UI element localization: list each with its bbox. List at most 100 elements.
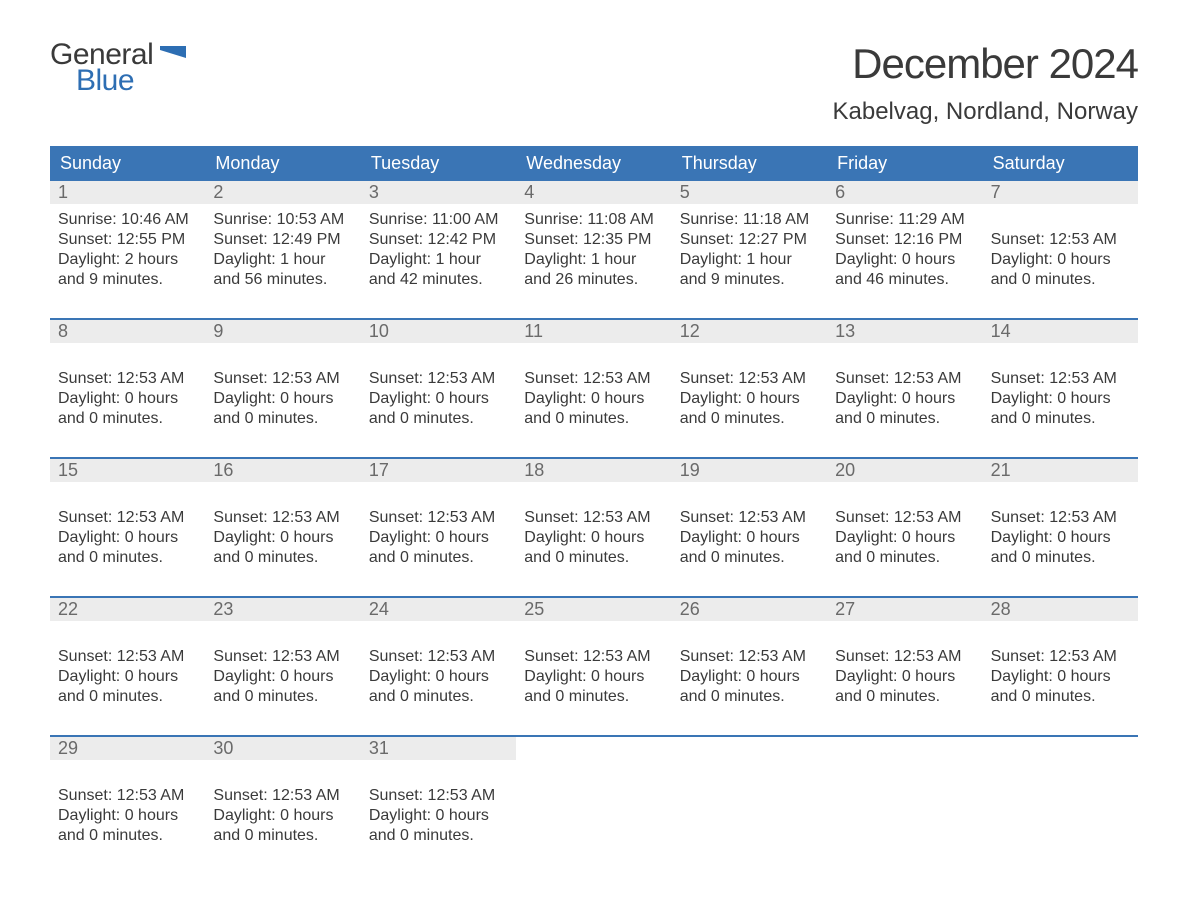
day-info-line: Daylight: 0 hours and 0 minutes.: [369, 667, 508, 707]
day-number: 25: [516, 598, 671, 621]
day-cell: Sunset: 12:53 AMDaylight: 0 hours and 0 …: [50, 760, 205, 874]
day-info-line: Sunset: 12:16 PM: [835, 230, 974, 250]
day-info-line: Sunset: 12:53 AM: [58, 508, 197, 528]
day-info-line: Daylight: 0 hours and 0 minutes.: [58, 528, 197, 568]
logo: General Blue: [50, 40, 186, 96]
day-number: 1: [50, 181, 205, 204]
day-cell: [672, 760, 827, 874]
day-cell: Sunset: 12:53 AMDaylight: 0 hours and 0 …: [361, 621, 516, 735]
day-info-line: Sunset: 12:53 AM: [369, 786, 508, 806]
day-number: 11: [516, 320, 671, 343]
day-info-line: Sunset: 12:49 PM: [213, 230, 352, 250]
day-cell: Sunset: 12:53 AMDaylight: 0 hours and 0 …: [205, 482, 360, 596]
day-info-line: [213, 488, 352, 508]
day-number: [516, 737, 671, 760]
dow-cell: Wednesday: [516, 146, 671, 181]
flag-icon: [160, 46, 186, 64]
day-info-line: [680, 349, 819, 369]
days-of-week-header: SundayMondayTuesdayWednesdayThursdayFrid…: [50, 146, 1138, 181]
day-info-line: Daylight: 0 hours and 0 minutes.: [213, 806, 352, 846]
day-info-line: Sunset: 12:53 AM: [524, 369, 663, 389]
day-info-line: Sunset: 12:53 AM: [369, 369, 508, 389]
day-cell: Sunset: 12:53 AMDaylight: 0 hours and 0 …: [983, 343, 1138, 457]
day-info-line: Daylight: 0 hours and 0 minutes.: [680, 528, 819, 568]
day-cell: Sunrise: 11:00 AMSunset: 12:42 PMDayligh…: [361, 204, 516, 318]
day-cell: Sunset: 12:53 AMDaylight: 0 hours and 0 …: [672, 621, 827, 735]
day-info-line: [213, 349, 352, 369]
day-info-line: Daylight: 1 hour and 42 minutes.: [369, 250, 508, 290]
day-number: 20: [827, 459, 982, 482]
day-info-line: Sunset: 12:53 AM: [835, 369, 974, 389]
day-cell: Sunset: 12:53 AMDaylight: 0 hours and 0 …: [50, 482, 205, 596]
day-info-line: Daylight: 0 hours and 0 minutes.: [213, 667, 352, 707]
day-number: 24: [361, 598, 516, 621]
day-cell: Sunset: 12:53 AMDaylight: 0 hours and 0 …: [827, 621, 982, 735]
day-cell: Sunset: 12:53 AMDaylight: 0 hours and 0 …: [827, 482, 982, 596]
day-number: 12: [672, 320, 827, 343]
day-number: 29: [50, 737, 205, 760]
day-info-line: [213, 627, 352, 647]
day-info-line: Daylight: 0 hours and 0 minutes.: [680, 667, 819, 707]
day-cell: Sunrise: 10:46 AMSunset: 12:55 PMDayligh…: [50, 204, 205, 318]
day-cell: [827, 760, 982, 874]
day-info-line: Daylight: 0 hours and 0 minutes.: [213, 389, 352, 429]
day-number: 15: [50, 459, 205, 482]
day-info-line: Sunset: 12:53 AM: [991, 647, 1130, 667]
dow-cell: Sunday: [50, 146, 205, 181]
day-info-line: Sunset: 12:42 PM: [369, 230, 508, 250]
day-cell: Sunrise: 11:18 AMSunset: 12:27 PMDayligh…: [672, 204, 827, 318]
day-info-line: Sunset: 12:53 AM: [835, 647, 974, 667]
day-info-line: Sunset: 12:53 AM: [991, 508, 1130, 528]
day-info-line: Daylight: 0 hours and 46 minutes.: [835, 250, 974, 290]
day-info-line: [524, 349, 663, 369]
day-number: 9: [205, 320, 360, 343]
day-cell: Sunset: 12:53 AMDaylight: 0 hours and 0 …: [50, 621, 205, 735]
day-info-line: Sunset: 12:53 AM: [58, 786, 197, 806]
day-info-line: Daylight: 2 hours and 9 minutes.: [58, 250, 197, 290]
day-number: 19: [672, 459, 827, 482]
day-info-line: Daylight: 1 hour and 26 minutes.: [524, 250, 663, 290]
day-cell: Sunset: 12:53 AMDaylight: 0 hours and 0 …: [516, 343, 671, 457]
logo-text-blue: Blue: [76, 66, 186, 96]
day-number: 30: [205, 737, 360, 760]
day-info-line: Daylight: 0 hours and 0 minutes.: [835, 389, 974, 429]
day-info-line: Sunset: 12:53 AM: [524, 647, 663, 667]
day-info-line: Sunset: 12:53 AM: [58, 647, 197, 667]
day-info-line: Sunset: 12:53 AM: [213, 508, 352, 528]
day-cell: Sunset: 12:53 AMDaylight: 0 hours and 0 …: [827, 343, 982, 457]
day-info-line: [991, 627, 1130, 647]
day-info-line: Sunset: 12:53 AM: [835, 508, 974, 528]
day-info-line: Daylight: 0 hours and 0 minutes.: [213, 528, 352, 568]
calendar-week: 15161718192021 Sunset: 12:53 AMDaylight:…: [50, 457, 1138, 596]
day-number: 5: [672, 181, 827, 204]
day-number-row: 293031: [50, 737, 1138, 760]
day-number: 17: [361, 459, 516, 482]
day-cell: Sunset: 12:53 AMDaylight: 0 hours and 0 …: [361, 343, 516, 457]
day-cell: [983, 760, 1138, 874]
day-number: 23: [205, 598, 360, 621]
calendar-week: 293031 Sunset: 12:53 AMDaylight: 0 hours…: [50, 735, 1138, 874]
day-number-row: 891011121314: [50, 320, 1138, 343]
day-info-line: [991, 210, 1130, 230]
day-info-line: [835, 627, 974, 647]
day-number: 28: [983, 598, 1138, 621]
day-info-line: Sunset: 12:53 AM: [58, 369, 197, 389]
day-info-line: Daylight: 0 hours and 0 minutes.: [58, 667, 197, 707]
day-info-line: Sunset: 12:55 PM: [58, 230, 197, 250]
day-info-line: [835, 488, 974, 508]
day-info-line: [58, 627, 197, 647]
day-cell: Sunset: 12:53 AMDaylight: 0 hours and 0 …: [983, 482, 1138, 596]
day-cell: Sunrise: 11:08 AMSunset: 12:35 PMDayligh…: [516, 204, 671, 318]
day-info-line: Sunset: 12:53 AM: [991, 369, 1130, 389]
day-cell: Sunrise: 10:53 AMSunset: 12:49 PMDayligh…: [205, 204, 360, 318]
day-info-line: [213, 766, 352, 786]
day-info-line: [58, 488, 197, 508]
day-cell: Sunset: 12:53 AMDaylight: 0 hours and 0 …: [516, 482, 671, 596]
day-info-line: [58, 766, 197, 786]
day-info-line: Sunset: 12:53 AM: [991, 230, 1130, 250]
day-info-line: Daylight: 0 hours and 0 minutes.: [991, 250, 1130, 290]
day-info-line: [835, 349, 974, 369]
day-info-line: Sunrise: 10:46 AM: [58, 210, 197, 230]
day-number: 16: [205, 459, 360, 482]
day-info-line: Daylight: 0 hours and 0 minutes.: [991, 528, 1130, 568]
